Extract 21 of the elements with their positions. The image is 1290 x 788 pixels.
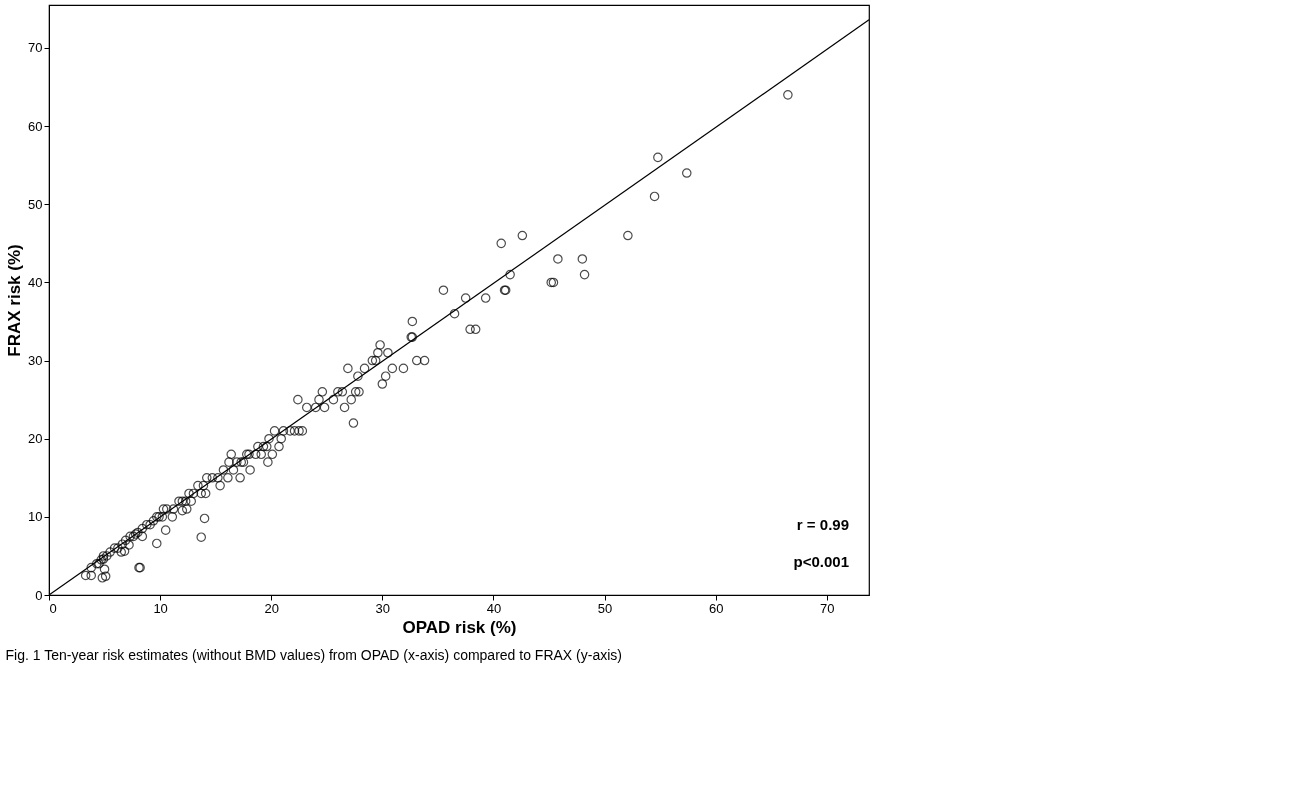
x-tick-label: 0	[49, 600, 57, 616]
x-axis-title: OPAD risk (%)	[402, 617, 517, 637]
annotation: p<0.001	[793, 553, 849, 570]
x-tick-label: 60	[708, 600, 724, 616]
y-tick-label: 50	[28, 196, 43, 212]
x-tick-label: 70	[820, 600, 835, 616]
x-tick-label: 50	[597, 600, 613, 616]
y-tick-label: 40	[28, 274, 43, 290]
y-tick-label: 60	[28, 118, 43, 134]
y-tick-label: 70	[28, 40, 43, 56]
y-axis-title: FRAX risk (%)	[5, 244, 25, 357]
y-tick-label: 30	[28, 353, 43, 369]
y-tick-label: 0	[35, 587, 43, 603]
x-tick-label: 20	[264, 600, 279, 616]
x-tick-label: 30	[375, 600, 391, 616]
y-tick-label: 20	[28, 431, 43, 447]
y-tick-label: 10	[28, 509, 43, 525]
caption: Fig. 1 Ten-year risk estimates (without BMD values) from OPAD (x-axis) compared to FRAX (y-axis)	[5, 647, 622, 663]
x-tick-label: 10	[153, 600, 168, 616]
annotation: r = 0.99	[796, 516, 849, 533]
x-tick-label: 40	[486, 600, 502, 616]
